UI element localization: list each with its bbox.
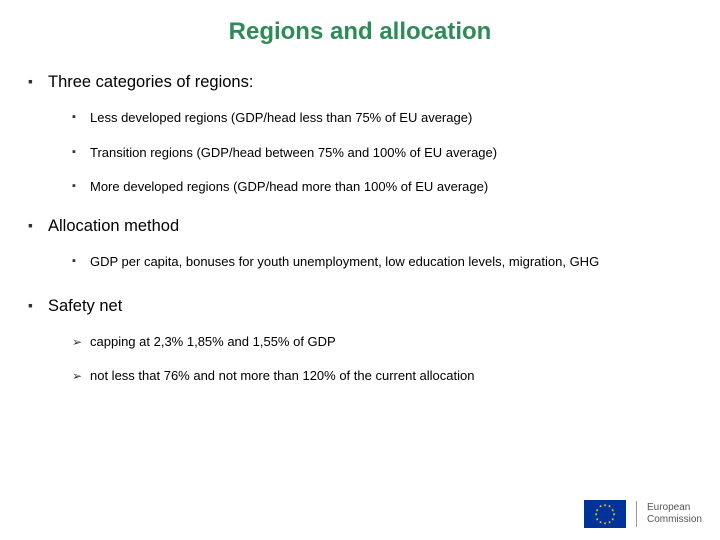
section-heading: ▪ Allocation method: [28, 216, 692, 237]
divider: [636, 501, 637, 527]
section-heading-text: Three categories of regions:: [48, 72, 253, 93]
slide-content: ▪ Three categories of regions: ▪ Less de…: [0, 72, 720, 385]
ec-logo-line1: European: [647, 502, 702, 514]
list-item-text: More developed regions (GDP/head more th…: [90, 178, 508, 196]
square-bullet-icon: ▪: [28, 296, 48, 316]
arrow-bullet-icon: ➢: [72, 333, 90, 351]
ec-logo: ★★★★★★★★★★★★ European Commission: [584, 500, 702, 528]
section-heading-text: Allocation method: [48, 216, 179, 237]
list-item: ▪ More developed regions (GDP/head more …: [72, 178, 692, 196]
list-item: ➢ capping at 2,3% 1,85% and 1,55% of GDP: [72, 333, 692, 351]
ec-logo-text: European Commission: [647, 502, 702, 526]
square-bullet-icon: ▪: [28, 72, 48, 92]
list-item-text: not less that 76% and not more than 120%…: [90, 367, 494, 385]
list-item-text: GDP per capita, bonuses for youth unempl…: [90, 253, 619, 271]
square-bullet-icon: ▪: [72, 178, 90, 195]
section-heading-text: Safety net: [48, 296, 122, 317]
section-heading: ▪ Safety net: [28, 296, 692, 317]
list-item-text: capping at 2,3% 1,85% and 1,55% of GDP: [90, 333, 356, 351]
ec-logo-line2: Commission: [647, 514, 702, 526]
square-bullet-icon: ▪: [28, 216, 48, 236]
arrow-bullet-icon: ➢: [72, 367, 90, 385]
list-item-text: Transition regions (GDP/head between 75%…: [90, 144, 517, 162]
list-item: ▪ Less developed regions (GDP/head less …: [72, 109, 692, 127]
list-item: ▪ GDP per capita, bonuses for youth unem…: [72, 253, 692, 271]
list-item-text: Less developed regions (GDP/head less th…: [90, 109, 492, 127]
square-bullet-icon: ▪: [72, 144, 90, 161]
slide-title: Regions and allocation: [0, 0, 720, 58]
list-item: ➢ not less that 76% and not more than 12…: [72, 367, 692, 385]
square-bullet-icon: ▪: [72, 109, 90, 126]
square-bullet-icon: ▪: [72, 253, 90, 270]
section-heading: ▪ Three categories of regions:: [28, 72, 692, 93]
eu-flag-icon: ★★★★★★★★★★★★: [584, 500, 626, 528]
list-item: ▪ Transition regions (GDP/head between 7…: [72, 144, 692, 162]
